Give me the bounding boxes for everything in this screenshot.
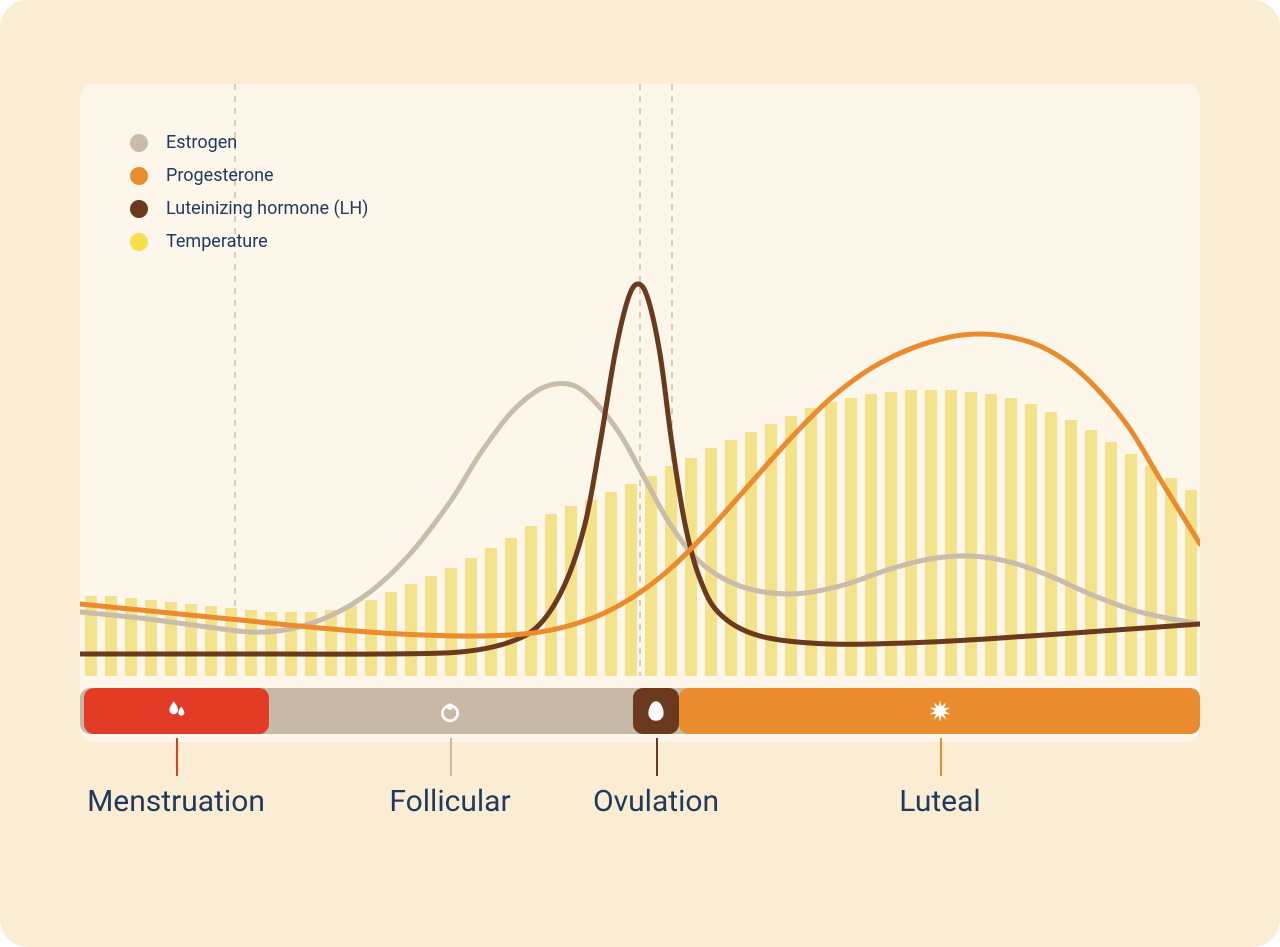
legend-item-progesterone: Progesterone	[130, 165, 368, 186]
phase-tick-follicular	[450, 738, 452, 776]
legend-dot-icon	[130, 167, 148, 185]
phase-label-ovulation: Ovulation	[593, 784, 719, 819]
egg-icon	[633, 688, 679, 734]
phase-tick-menstruation	[176, 738, 178, 776]
legend-label: Luteinizing hormone (LH)	[166, 198, 368, 219]
legend-dot-icon	[130, 200, 148, 218]
phase-label-luteal: Luteal	[899, 784, 980, 819]
phase-tick-luteal	[940, 738, 942, 776]
legend-label: Temperature	[166, 231, 268, 252]
drops-icon	[154, 688, 200, 734]
legend-dot-icon	[130, 134, 148, 152]
phase-label-menstruation: Menstruation	[87, 784, 265, 819]
phase-label-follicular: Follicular	[389, 784, 510, 819]
legend: Estrogen Progesterone Luteinizing hormon…	[130, 132, 368, 252]
legend-label: Estrogen	[166, 132, 237, 153]
legend-item-temperature: Temperature	[130, 231, 368, 252]
legend-item-estrogen: Estrogen	[130, 132, 368, 153]
legend-dot-icon	[130, 233, 148, 251]
phase-tick-ovulation	[656, 738, 658, 776]
legend-label: Progesterone	[166, 165, 274, 186]
chart-outer-frame: Estrogen Progesterone Luteinizing hormon…	[0, 0, 1280, 947]
seed-icon	[427, 688, 473, 734]
legend-item-lh: Luteinizing hormone (LH)	[130, 198, 368, 219]
starburst-icon	[917, 688, 963, 734]
chart-card: Estrogen Progesterone Luteinizing hormon…	[80, 84, 1200, 742]
